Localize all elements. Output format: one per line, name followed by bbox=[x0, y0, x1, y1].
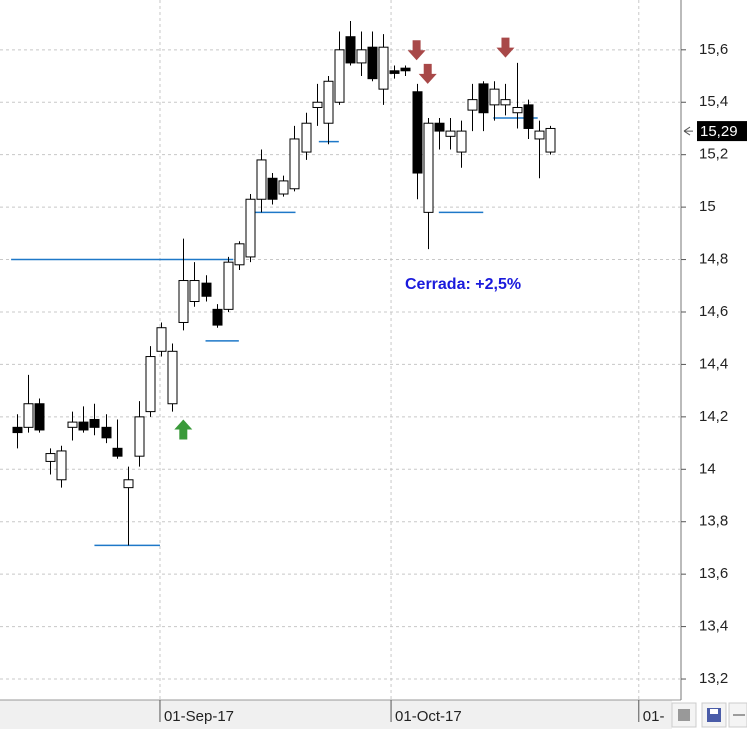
candle-body bbox=[545, 127, 556, 153]
candle-body bbox=[189, 280, 200, 302]
candle-body bbox=[212, 308, 223, 326]
last-price-label: 15,29 bbox=[700, 123, 738, 140]
y-tick-label: 14,8 bbox=[699, 251, 728, 268]
candle-body bbox=[356, 49, 367, 64]
candle-body bbox=[112, 447, 123, 457]
signal-arrow bbox=[407, 40, 426, 61]
candle-body bbox=[312, 101, 323, 108]
candle-body bbox=[267, 177, 278, 200]
x-tick-label: 01- bbox=[643, 708, 665, 725]
candle-body bbox=[467, 99, 478, 111]
last-price-marker bbox=[683, 126, 693, 136]
candle-body bbox=[56, 450, 67, 481]
candle-body bbox=[89, 418, 100, 428]
candle-body bbox=[523, 104, 534, 129]
x-axis-strip bbox=[0, 700, 672, 729]
last-price-box bbox=[697, 121, 747, 142]
candle-body bbox=[445, 130, 456, 137]
y-tick-label: 14 bbox=[699, 460, 716, 477]
candle-body bbox=[123, 479, 134, 489]
plot-area bbox=[0, 0, 681, 700]
candle-body bbox=[201, 282, 212, 297]
toolbar-icon bbox=[678, 709, 690, 721]
y-tick-label: 13,2 bbox=[699, 670, 728, 687]
candle-body bbox=[378, 46, 389, 90]
y-tick-label: 15,4 bbox=[699, 93, 728, 110]
y-tick-label: 14,4 bbox=[699, 355, 728, 372]
candle-body bbox=[101, 426, 112, 439]
y-tick-label: 14,6 bbox=[699, 303, 728, 320]
candle-body bbox=[167, 350, 178, 405]
toolbar-button[interactable] bbox=[671, 702, 697, 728]
candle-body bbox=[223, 261, 234, 310]
candle-body bbox=[389, 70, 400, 74]
signal-arrow bbox=[418, 63, 437, 84]
candle-body bbox=[145, 356, 156, 413]
candle-body bbox=[78, 421, 89, 431]
y-tick-label: 13,6 bbox=[699, 565, 728, 582]
candle-body bbox=[323, 80, 334, 124]
candle-body bbox=[412, 91, 423, 174]
candle-body bbox=[45, 453, 56, 462]
candle-body bbox=[289, 138, 300, 190]
y-tick-label: 15,2 bbox=[699, 146, 728, 163]
y-tick-label: 15,6 bbox=[699, 41, 728, 58]
candle-body bbox=[34, 403, 45, 431]
candle-body bbox=[256, 159, 267, 200]
candle-body bbox=[367, 46, 378, 80]
y-tick-label: 15 bbox=[699, 198, 716, 215]
candle-body bbox=[400, 67, 411, 72]
y-tick-label: 13,4 bbox=[699, 618, 728, 635]
candle-body bbox=[245, 198, 256, 258]
candle-body bbox=[345, 36, 356, 64]
annotation: Cerrada: +2,5% bbox=[405, 276, 521, 293]
candle-body bbox=[489, 88, 500, 106]
candle-body bbox=[278, 180, 289, 195]
signal-arrow bbox=[174, 419, 193, 440]
signal-arrow bbox=[496, 37, 515, 58]
candle-body bbox=[234, 243, 245, 266]
x-tick-label: 01-Sep-17 bbox=[164, 708, 234, 725]
candle-body bbox=[500, 99, 511, 106]
candle-body bbox=[512, 106, 523, 114]
y-tick-label: 13,8 bbox=[699, 513, 728, 530]
x-tick-label: 01-Oct-17 bbox=[395, 708, 462, 725]
toolbar bbox=[671, 702, 747, 728]
candle-body bbox=[23, 403, 34, 428]
candle-body bbox=[156, 327, 167, 352]
candle-body bbox=[178, 280, 189, 323]
candle-body bbox=[301, 122, 312, 153]
candle-body bbox=[478, 83, 489, 114]
candle-body bbox=[67, 421, 78, 428]
candle-body bbox=[423, 122, 434, 213]
candle-body bbox=[434, 122, 445, 132]
candle-body bbox=[12, 426, 23, 434]
candle-body bbox=[534, 130, 545, 140]
candle-body bbox=[334, 49, 345, 103]
y-tick-label: 14,2 bbox=[699, 408, 728, 425]
candle-body bbox=[456, 130, 467, 153]
candle-body bbox=[134, 416, 145, 457]
save-icon-label bbox=[710, 709, 718, 714]
